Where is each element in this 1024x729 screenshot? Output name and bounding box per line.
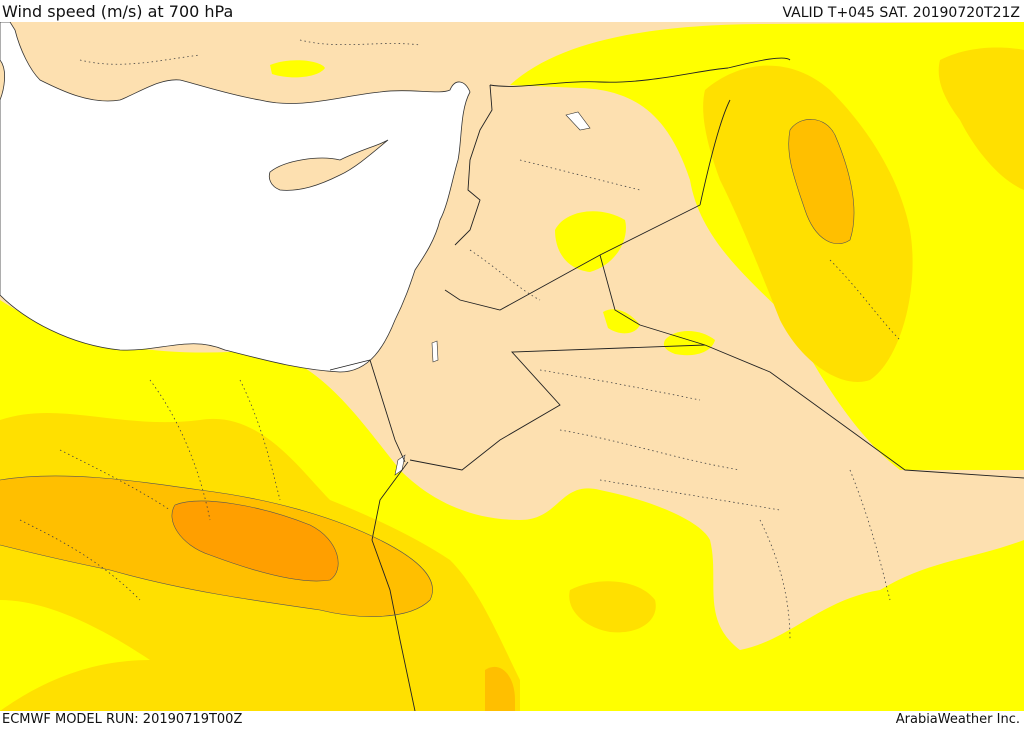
wind-zone-medium-iraq <box>703 65 913 382</box>
wind-zone-medium-iran <box>938 47 1024 190</box>
valid-time: VALID T+045 SAT. 20190720T21Z <box>782 5 1020 21</box>
wind-patch-border <box>603 309 640 334</box>
wind-zone-high-red-sea <box>485 666 515 711</box>
province-boundaries <box>19 39 901 641</box>
map-canvas <box>0 21 1024 712</box>
wind-speed-map <box>0 21 1024 712</box>
wind-patch-iraq-west <box>663 331 715 356</box>
mediterranean-sea <box>0 21 471 373</box>
footer-bar: ECMWF MODEL RUN: 20190719T00Z ArabiaWeat… <box>0 711 1024 729</box>
dead-sea <box>431 340 439 363</box>
cyprus <box>268 139 389 191</box>
wind-zone-high-iraq <box>788 119 855 244</box>
wind-zone-medium-arabia <box>569 581 656 633</box>
provider-credit: ArabiaWeather Inc. <box>895 712 1020 727</box>
wind-zone-highest-core <box>171 501 339 581</box>
header-bar: Wind speed (m/s) at 700 hPa VALID T+045 … <box>0 0 1024 22</box>
country-borders <box>329 57 1024 712</box>
lake-assad <box>565 111 591 131</box>
contour-lines <box>0 119 855 617</box>
wind-patch-syria <box>555 211 626 272</box>
model-run: ECMWF MODEL RUN: 20190719T00Z <box>2 712 243 727</box>
map-title: Wind speed (m/s) at 700 hPa <box>2 2 234 21</box>
wind-patch-turkey <box>270 60 325 78</box>
